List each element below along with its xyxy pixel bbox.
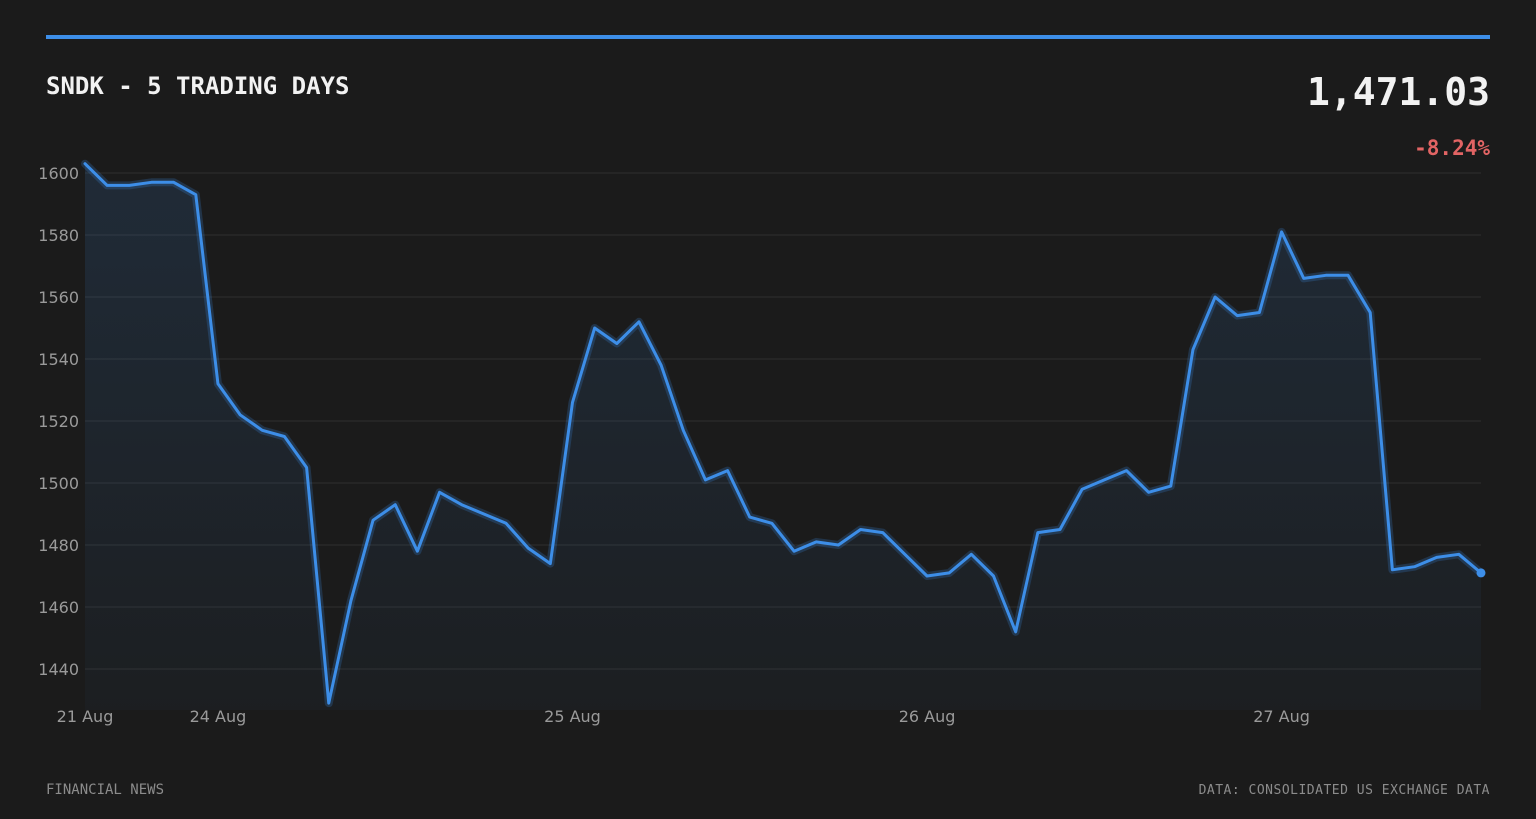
data-point bbox=[149, 180, 153, 184]
data-point bbox=[925, 574, 929, 578]
data-point bbox=[570, 400, 574, 404]
data-point bbox=[327, 701, 331, 705]
data-point bbox=[1435, 555, 1439, 559]
data-point bbox=[947, 571, 951, 575]
data-point bbox=[393, 503, 397, 507]
chart-title: SNDK - 5 TRADING DAYS bbox=[46, 72, 350, 100]
data-point bbox=[615, 342, 619, 346]
x-tick-label: 27 Aug bbox=[1253, 707, 1310, 726]
data-point bbox=[1324, 273, 1328, 277]
data-point bbox=[349, 599, 353, 603]
data-point bbox=[415, 549, 419, 553]
accent-bar bbox=[46, 35, 1490, 39]
data-point bbox=[548, 562, 552, 566]
data-point bbox=[1302, 276, 1306, 280]
y-tick-label: 1600 bbox=[38, 164, 79, 183]
data-point bbox=[1368, 311, 1372, 315]
data-point bbox=[526, 546, 530, 550]
data-point bbox=[1036, 531, 1040, 535]
footer-source-left: FINANCIAL NEWS bbox=[46, 782, 165, 798]
price-line bbox=[83, 162, 1483, 705]
data-point bbox=[482, 512, 486, 516]
y-tick-label: 1520 bbox=[38, 412, 79, 431]
data-point bbox=[681, 428, 685, 432]
data-point bbox=[1080, 487, 1084, 491]
data-point bbox=[659, 363, 663, 367]
current-price: 1,471.03 bbox=[1306, 70, 1490, 114]
footer-source-right: DATA: CONSOLIDATED US EXCHANGE DATA bbox=[1198, 783, 1490, 798]
data-point bbox=[836, 543, 840, 547]
data-point bbox=[1058, 528, 1062, 532]
data-point bbox=[1169, 484, 1173, 488]
data-point bbox=[593, 326, 597, 330]
y-axis-ticks: 1440 1460 1480 1500 1520 1540 1560 1580 1600 bbox=[38, 164, 79, 679]
last-price-marker bbox=[1476, 568, 1486, 578]
data-point bbox=[216, 382, 220, 386]
price-area-fill bbox=[85, 163, 1481, 710]
data-point bbox=[726, 469, 730, 473]
y-tick-label: 1580 bbox=[38, 226, 79, 245]
data-point bbox=[460, 503, 464, 507]
data-point bbox=[1235, 314, 1239, 318]
data-point bbox=[438, 490, 442, 494]
x-tick-label: 24 Aug bbox=[190, 707, 247, 726]
price-change: -8.24% bbox=[1414, 136, 1490, 160]
data-point bbox=[1280, 230, 1284, 234]
data-point bbox=[105, 183, 109, 187]
data-point bbox=[172, 180, 176, 184]
data-point bbox=[282, 435, 286, 439]
data-point bbox=[504, 521, 508, 525]
data-point bbox=[1346, 273, 1350, 277]
y-tick-label: 1500 bbox=[38, 474, 79, 493]
data-point bbox=[1457, 552, 1461, 556]
x-tick-label: 26 Aug bbox=[899, 707, 956, 726]
data-point bbox=[703, 478, 707, 482]
data-point bbox=[305, 466, 309, 470]
data-point bbox=[859, 528, 863, 532]
data-point bbox=[1147, 490, 1151, 494]
data-point bbox=[238, 413, 242, 417]
data-point bbox=[127, 183, 131, 187]
data-point bbox=[1413, 565, 1417, 569]
x-tick-label: 25 Aug bbox=[544, 707, 601, 726]
data-point bbox=[1390, 568, 1394, 572]
data-point bbox=[1014, 630, 1018, 634]
data-point bbox=[1213, 295, 1217, 299]
data-point bbox=[792, 549, 796, 553]
data-point bbox=[992, 574, 996, 578]
x-axis-ticks: 21 Aug 24 Aug 25 Aug 26 Aug 27 Aug bbox=[57, 707, 1310, 726]
y-tick-label: 1480 bbox=[38, 536, 79, 555]
y-tick-label: 1560 bbox=[38, 288, 79, 307]
y-tick-label: 1460 bbox=[38, 598, 79, 617]
y-tick-label: 1440 bbox=[38, 660, 79, 679]
data-point bbox=[371, 518, 375, 522]
data-point bbox=[814, 540, 818, 544]
data-point bbox=[903, 552, 907, 556]
y-tick-label: 1540 bbox=[38, 350, 79, 369]
data-point bbox=[260, 428, 264, 432]
data-point bbox=[770, 521, 774, 525]
x-tick-label: 21 Aug bbox=[57, 707, 114, 726]
data-point bbox=[637, 320, 641, 324]
data-point bbox=[1102, 478, 1106, 482]
data-point bbox=[1124, 469, 1128, 473]
data-point bbox=[748, 515, 752, 519]
data-point bbox=[881, 531, 885, 535]
data-point bbox=[194, 193, 198, 197]
data-point bbox=[1191, 348, 1195, 352]
data-point bbox=[1257, 311, 1261, 315]
data-point bbox=[83, 162, 87, 166]
data-point bbox=[969, 552, 973, 556]
